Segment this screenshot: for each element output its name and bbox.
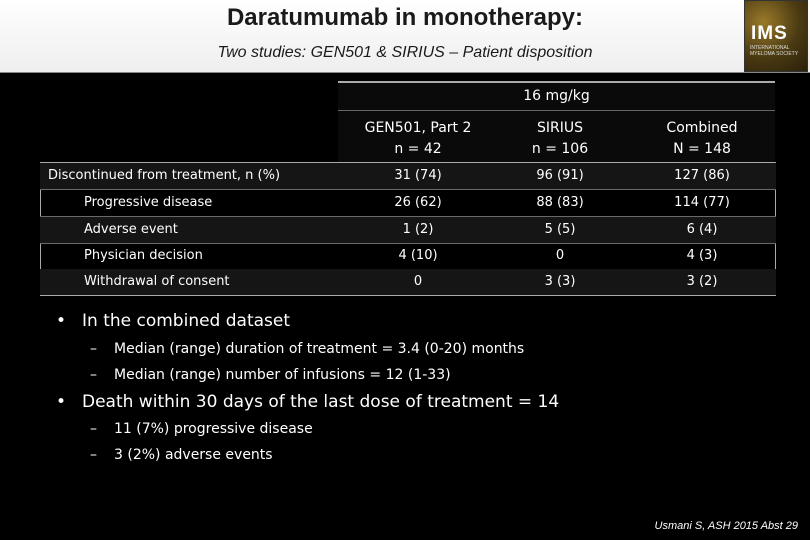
table-cell: 4 (10): [398, 248, 438, 263]
column-header-sirius: SIRIUS n = 106: [490, 118, 630, 160]
table-cell: 0: [555, 248, 565, 263]
table-row: Adverse event 1 (2) 5 (5) 6 (4): [40, 217, 776, 243]
disposition-table: 16 mg/kg GEN501, Part 2 n = 42 SIRIUS n …: [40, 81, 776, 296]
sub-bullet-text: Median (range) duration of treatment = 3…: [114, 341, 525, 357]
column-name: Combined: [666, 120, 738, 136]
table-cell: 3 (3): [544, 274, 576, 289]
bullet-text: Death within 30 days of the last dose of…: [82, 392, 560, 412]
logo-text: International Myeloma Society: [750, 45, 799, 57]
dash-icon: –: [90, 447, 97, 463]
column-name: GEN501, Part 2: [364, 120, 472, 136]
table-row: Physician decision 4 (10) 0 4 (3): [40, 243, 776, 269]
slide-header: Daratumumab in monotherapy: Two studies:…: [0, 0, 810, 73]
row-label: Withdrawal of consent: [84, 274, 230, 289]
column-header-gen501: GEN501, Part 2 n = 42: [348, 118, 488, 160]
dash-icon: –: [90, 421, 97, 437]
column-n: N = 148: [673, 141, 731, 157]
bullet-icon: •: [56, 392, 67, 412]
sub-bullet-text: Median (range) number of infusions = 12 …: [114, 367, 451, 383]
table-cell: 26 (62): [394, 195, 442, 210]
sub-bullet-text: 11 (7%) progressive disease: [114, 421, 313, 437]
row-label: Progressive disease: [84, 195, 213, 210]
column-n: n = 42: [394, 141, 442, 157]
row-label: Discontinued from treatment, n (%): [48, 168, 281, 183]
column-name: SIRIUS: [536, 120, 583, 136]
table-row: Discontinued from treatment, n (%) 31 (7…: [40, 163, 776, 189]
slide-subtitle: Two studies: GEN501 & SIRIUS – Patient d…: [217, 44, 593, 61]
table-cell: 31 (74): [394, 168, 442, 183]
row-divider: [40, 216, 776, 217]
table-cell: 4 (3): [686, 248, 718, 263]
table-row: Withdrawal of consent 0 3 (3) 3 (2): [40, 269, 776, 295]
slide-title: Daratumumab in monotherapy:: [226, 4, 584, 31]
row-label: Physician decision: [84, 248, 203, 263]
bullet-text: In the combined dataset: [82, 311, 291, 331]
table-cell: 96 (91): [536, 168, 584, 183]
logo-mark: IMS: [751, 23, 788, 44]
table-cell: 1 (2): [402, 222, 434, 237]
bullet-icon: •: [56, 311, 67, 331]
dash-icon: –: [90, 367, 97, 383]
table-cell: 3 (2): [686, 274, 718, 289]
table-cell: 114 (77): [674, 195, 730, 210]
column-n: n = 106: [531, 141, 589, 157]
sub-bullet-text: 3 (2%) adverse events: [114, 447, 273, 463]
column-header-combined: Combined N = 148: [632, 118, 772, 160]
group-header: 16 mg/kg: [523, 88, 590, 104]
table-cell: 5 (5): [544, 222, 576, 237]
ims-logo: IMS International Myeloma Society: [744, 0, 808, 72]
row-divider: [40, 189, 776, 190]
table-cell: 0: [413, 274, 423, 289]
dash-icon: –: [90, 341, 97, 357]
table-cell: 6 (4): [686, 222, 718, 237]
citation: Usmani S, ASH 2015 Abst 29: [654, 520, 798, 532]
table-header-band: [338, 81, 775, 164]
table-cell: 127 (86): [674, 168, 730, 183]
group-header-rule: [338, 110, 775, 111]
table-row: Progressive disease 26 (62) 88 (83) 114 …: [40, 190, 776, 216]
row-divider: [40, 243, 776, 244]
table-cell: 88 (83): [536, 195, 584, 210]
row-label: Adverse event: [84, 222, 178, 237]
